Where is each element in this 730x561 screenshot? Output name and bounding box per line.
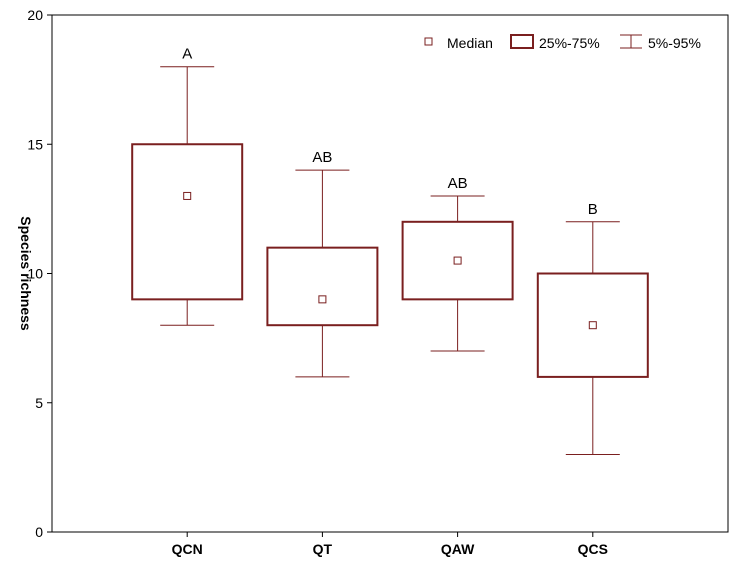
group-label: A bbox=[182, 46, 192, 63]
group-label: B bbox=[588, 201, 598, 218]
legend-median-marker bbox=[424, 37, 433, 46]
y-tick-label: 10 bbox=[27, 266, 43, 282]
box-qcn: A bbox=[131, 46, 244, 326]
legend-whisker-marker bbox=[620, 34, 642, 49]
x-tick-label: QAW bbox=[441, 541, 475, 557]
iqr-box bbox=[266, 246, 379, 327]
legend-box-marker bbox=[510, 34, 534, 49]
box-qt: AB bbox=[266, 149, 379, 378]
x-axis: QCN QT QAW QCS bbox=[172, 532, 608, 557]
legend-box-label: 25%-75% bbox=[539, 35, 600, 51]
x-tick-label: QCS bbox=[578, 541, 608, 557]
x-tick-label: QT bbox=[313, 541, 333, 557]
box-qcs: B bbox=[536, 201, 649, 455]
y-tick-label: 5 bbox=[35, 395, 43, 411]
box-series: A AB AB B bbox=[131, 46, 649, 455]
iqr-box bbox=[131, 143, 244, 301]
y-axis: 0 5 10 15 20 bbox=[27, 7, 52, 540]
legend: Median 25%-75% 5%-95% bbox=[424, 34, 701, 51]
legend-median-label: Median bbox=[447, 35, 493, 51]
box-qaw: AB bbox=[401, 175, 514, 352]
x-tick-label: QCN bbox=[172, 541, 203, 557]
median-marker bbox=[183, 191, 192, 200]
group-label: AB bbox=[312, 149, 332, 166]
y-tick-label: 0 bbox=[35, 524, 43, 540]
median-marker bbox=[453, 256, 462, 265]
legend-whisker-label: 5%-95% bbox=[648, 35, 701, 51]
median-marker bbox=[318, 295, 327, 304]
group-label: AB bbox=[448, 175, 468, 192]
y-axis-title: Species richness bbox=[18, 216, 34, 331]
median-marker bbox=[588, 321, 597, 330]
y-tick-label: 15 bbox=[27, 136, 43, 152]
y-tick-label: 20 bbox=[27, 7, 43, 23]
